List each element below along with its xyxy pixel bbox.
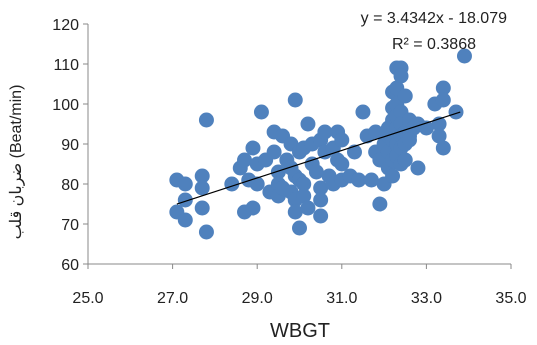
- data-point: [372, 196, 388, 212]
- data-point: [456, 48, 472, 64]
- data-point: [313, 208, 329, 224]
- x-axis-ticks: 25.0 27.0 29.0 31.0 33.0 35.0: [72, 264, 527, 307]
- data-point: [346, 144, 362, 160]
- data-point: [401, 132, 417, 148]
- data-point: [237, 152, 253, 168]
- y-tick-label: 100: [52, 97, 79, 114]
- data-point: [385, 168, 401, 184]
- data-point: [292, 220, 307, 236]
- data-point: [313, 192, 329, 208]
- data-point: [296, 176, 312, 192]
- x-tick-label: 35.0: [495, 290, 526, 307]
- data-point: [249, 176, 265, 192]
- x-tick-label: 31.0: [326, 290, 357, 307]
- data-point: [393, 68, 409, 84]
- data-point: [296, 188, 312, 204]
- data-point: [435, 140, 451, 156]
- data-point: [448, 104, 464, 120]
- y-tick-label: 70: [61, 217, 79, 234]
- data-point: [177, 192, 193, 208]
- data-point: [270, 164, 286, 180]
- data-point: [287, 204, 303, 220]
- data-points: [169, 48, 472, 240]
- data-point: [368, 124, 384, 140]
- y-tick-label: 110: [53, 57, 79, 74]
- data-point: [397, 88, 413, 104]
- y-tick-label: 90: [61, 137, 79, 154]
- data-point: [198, 112, 214, 128]
- y-tick-label: 60: [61, 257, 79, 274]
- x-axis-title: WBGT: [270, 320, 330, 342]
- data-point: [194, 180, 210, 196]
- data-point: [435, 92, 451, 108]
- data-point: [266, 144, 282, 160]
- x-tick-label: 29.0: [242, 290, 273, 307]
- y-tick-label: 120: [52, 17, 79, 34]
- data-point: [397, 152, 413, 168]
- data-point: [363, 172, 379, 188]
- data-point: [245, 200, 261, 216]
- data-point: [300, 116, 316, 132]
- data-point: [351, 172, 367, 188]
- data-point: [194, 168, 210, 184]
- trendline-equation: y = 3.4342x - 18.079: [361, 10, 507, 27]
- x-tick-label: 33.0: [411, 290, 442, 307]
- data-point: [355, 104, 371, 120]
- data-point: [253, 104, 269, 120]
- x-tick-label: 27.0: [157, 290, 188, 307]
- data-point: [245, 140, 261, 156]
- trendline-r-squared: R² = 0.3868: [392, 36, 476, 53]
- data-point: [287, 92, 303, 108]
- data-point: [431, 128, 447, 144]
- y-tick-label: 80: [61, 177, 79, 194]
- y-axis-ticks: 60 70 80 90 100 110 120: [52, 17, 88, 274]
- data-point: [435, 80, 451, 96]
- trendline: [176, 111, 461, 205]
- data-point: [308, 164, 324, 180]
- data-point: [177, 176, 193, 192]
- data-point: [300, 200, 316, 216]
- data-point: [313, 180, 329, 196]
- data-point: [317, 124, 333, 140]
- data-point: [177, 212, 193, 228]
- data-point: [334, 132, 350, 148]
- x-tick-label: 25.0: [72, 290, 103, 307]
- data-point: [198, 224, 214, 240]
- y-axis-title: ضربان قلب (Beat/min): [8, 85, 25, 240]
- data-point: [410, 160, 426, 176]
- data-point: [194, 200, 210, 216]
- data-point: [334, 156, 350, 172]
